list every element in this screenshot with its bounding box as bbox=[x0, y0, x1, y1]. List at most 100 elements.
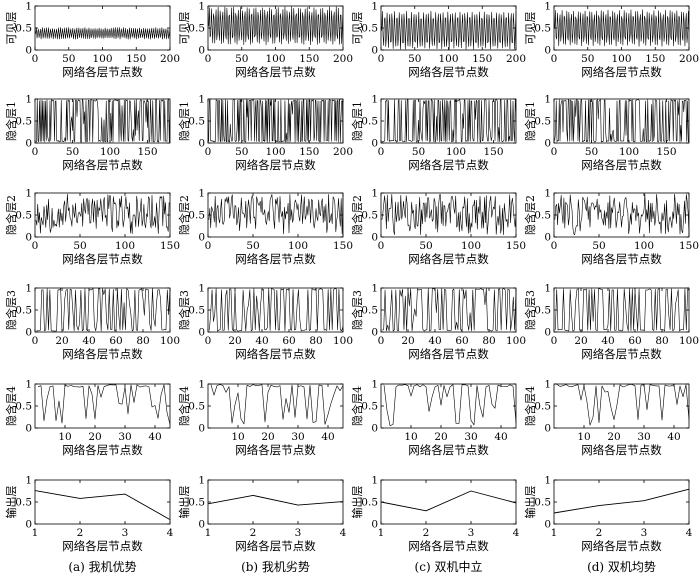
panel-r5-c0: 0 0.5 1 1 2 3 4 网络各层节点数 输出层 bbox=[4, 475, 174, 554]
x-tick-label: 100 bbox=[446, 146, 466, 158]
x-tick-label: 150 bbox=[160, 240, 180, 252]
y-tick-label: 1 bbox=[544, 94, 551, 106]
y-tick-label: 0.5 bbox=[361, 305, 378, 317]
x-tick-label: 0 bbox=[378, 240, 385, 252]
x-tick-label: 1 bbox=[551, 527, 558, 539]
y-tick-label: 0 bbox=[371, 327, 378, 339]
x-tick-label: 20 bbox=[434, 431, 447, 443]
y-tick-label: 1 bbox=[198, 188, 205, 200]
y-tick-label: 1 bbox=[25, 1, 32, 13]
x-tick-label: 80 bbox=[309, 335, 322, 347]
y-tick-label: 0 bbox=[544, 519, 551, 531]
y-tick-label: 1 bbox=[198, 475, 205, 487]
x-tick-label: 200 bbox=[679, 53, 699, 65]
y-tick-label: 0.5 bbox=[188, 23, 205, 35]
x-tick-label: 150 bbox=[679, 240, 699, 252]
x-tick-label: 50 bbox=[235, 53, 248, 65]
x-tick-label: 50 bbox=[412, 146, 425, 158]
y-tick-label: 0 bbox=[198, 327, 205, 339]
x-tick-label: 50 bbox=[66, 146, 79, 158]
y-tick-label: 0.5 bbox=[188, 401, 205, 413]
x-tick-label: 20 bbox=[228, 335, 241, 347]
x-tick-label: 40 bbox=[428, 335, 441, 347]
x-tick-label: 150 bbox=[656, 146, 676, 158]
series-line bbox=[554, 9, 690, 47]
x-tick-label: 40 bbox=[494, 431, 507, 443]
x-tick-label: 40 bbox=[667, 431, 680, 443]
series-line bbox=[380, 490, 517, 512]
x-tick-label: 1 bbox=[378, 527, 385, 539]
x-axis-label: 网络各层节点数 bbox=[235, 252, 316, 266]
x-tick-label: 0 bbox=[205, 240, 212, 252]
x-axis-label: 网络各层节点数 bbox=[581, 158, 662, 172]
x-tick-label: 20 bbox=[55, 335, 68, 347]
y-tick-label: 0.5 bbox=[361, 497, 378, 509]
x-axis-label: 网络各层节点数 bbox=[408, 65, 489, 79]
y-tick-label: 0.5 bbox=[361, 116, 378, 128]
panel-r5-c2: 0 0.5 1 1 2 3 4 网络各层节点数 输出层 bbox=[350, 475, 520, 554]
x-tick-label: 150 bbox=[506, 240, 526, 252]
y-tick-label: 0.5 bbox=[534, 116, 551, 128]
y-axis-label: 隐含层4 bbox=[177, 386, 191, 426]
x-tick-label: 100 bbox=[679, 335, 699, 347]
y-axis-label: 可见层 bbox=[5, 12, 18, 45]
x-tick-label: 20 bbox=[88, 431, 101, 443]
y-tick-label: 1 bbox=[544, 188, 551, 200]
series-line bbox=[382, 288, 517, 332]
axes-frame bbox=[207, 383, 344, 429]
x-axis-label: 网络各层节点数 bbox=[408, 252, 489, 266]
x-tick-label: 20 bbox=[607, 431, 620, 443]
y-axis-label: 输出层 bbox=[350, 486, 364, 519]
series-line bbox=[556, 384, 690, 426]
axes-frame bbox=[34, 479, 171, 525]
caption-d: (d) 双机均势 bbox=[587, 560, 656, 574]
panel-r2-c1: 0 0.5 1 0 50 100 150 网络各层节点数 隐含层2 bbox=[177, 188, 353, 267]
y-tick-label: 1 bbox=[544, 1, 551, 13]
y-tick-label: 0 bbox=[544, 45, 551, 57]
caption-b: (b) 我机劣势 bbox=[241, 560, 310, 574]
x-axis-label: 网络各层节点数 bbox=[581, 539, 662, 553]
series-line bbox=[207, 494, 344, 506]
panel-r2-c2: 0 0.5 1 0 50 100 150 网络各层节点数 隐含层2 bbox=[350, 188, 526, 267]
series-line bbox=[35, 193, 171, 235]
x-tick-label: 0 bbox=[551, 53, 558, 65]
y-tick-label: 0 bbox=[198, 232, 205, 244]
x-axis-label: 网络各层节点数 bbox=[408, 539, 489, 553]
x-tick-label: 3 bbox=[295, 527, 302, 539]
x-tick-label: 150 bbox=[299, 146, 319, 158]
panel-r2-c0: 0 0.5 1 0 50 100 150 网络各层节点数 隐含层2 bbox=[4, 188, 180, 267]
panel-r3-c1: 0 0.5 1 0 20 40 60 80 100 网络各层节点数 隐含层3 bbox=[177, 283, 353, 362]
x-tick-label: 2 bbox=[423, 527, 430, 539]
y-tick-label: 1 bbox=[544, 475, 551, 487]
x-axis-label: 网络各层节点数 bbox=[235, 443, 316, 457]
y-tick-label: 0.5 bbox=[15, 497, 32, 509]
y-tick-label: 1 bbox=[371, 475, 378, 487]
x-tick-label: 150 bbox=[472, 53, 492, 65]
y-tick-label: 0.5 bbox=[534, 23, 551, 35]
series-line bbox=[555, 288, 690, 332]
x-tick-label: 4 bbox=[513, 527, 520, 539]
x-tick-label: 60 bbox=[455, 335, 468, 347]
series-line bbox=[209, 288, 344, 332]
axes-frame bbox=[380, 383, 517, 429]
y-tick-label: 0.5 bbox=[534, 210, 551, 222]
axes-frame bbox=[207, 479, 344, 525]
x-tick-label: 50 bbox=[235, 146, 248, 158]
y-tick-label: 1 bbox=[25, 379, 32, 391]
x-axis-label: 网络各层节点数 bbox=[62, 65, 143, 79]
y-tick-label: 0 bbox=[25, 327, 32, 339]
x-tick-label: 0 bbox=[205, 146, 212, 158]
x-tick-label: 0 bbox=[32, 240, 39, 252]
y-tick-label: 1 bbox=[544, 379, 551, 391]
x-tick-label: 100 bbox=[160, 335, 180, 347]
y-tick-label: 0 bbox=[198, 423, 205, 435]
x-tick-label: 60 bbox=[109, 335, 122, 347]
x-tick-label: 100 bbox=[506, 335, 526, 347]
y-tick-label: 0 bbox=[371, 423, 378, 435]
x-tick-label: 10 bbox=[58, 431, 71, 443]
y-tick-label: 0 bbox=[25, 519, 32, 531]
x-tick-label: 80 bbox=[655, 335, 668, 347]
x-tick-label: 20 bbox=[261, 431, 274, 443]
x-tick-label: 150 bbox=[126, 53, 146, 65]
